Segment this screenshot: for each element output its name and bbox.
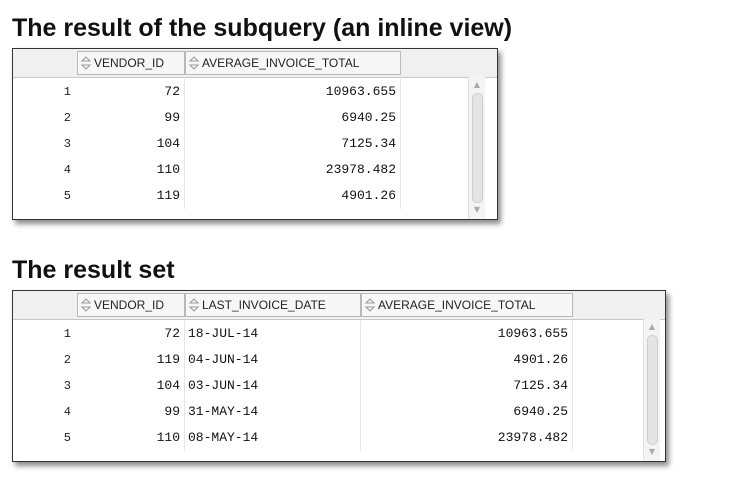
cell-last-invoice-date[interactable]: 04-JUN-14 [185,347,361,373]
column-header-label: AVERAGE_INVOICE_TOTAL [378,298,535,312]
cell-vendor-id[interactable]: 119 [77,183,185,209]
table-row[interactable]: 3 104 7125.34 [13,131,497,157]
row-number: 4 [13,157,77,183]
table-row[interactable]: 5 110 08-MAY-14 23978.482 [13,425,665,451]
cell-vendor-id[interactable]: 119 [77,347,185,373]
scroll-up-icon[interactable]: ▲ [644,321,660,333]
cell-vendor-id[interactable]: 104 [77,373,185,399]
row-number: 5 [13,425,77,451]
sort-arrows-icon[interactable] [189,298,199,312]
column-header-last-invoice-date[interactable]: LAST_INVOICE_DATE [185,293,361,317]
subquery-result-grid[interactable]: VENDOR_ID AVERAGE_INVOICE_TOTAL 1 72 109… [12,48,498,220]
column-header-label: VENDOR_ID [94,56,164,70]
cell-vendor-id[interactable]: 99 [77,105,185,131]
table-row[interactable]: 1 72 18-JUL-14 10963.655 [13,321,665,347]
sort-arrows-icon[interactable] [189,56,199,70]
cell-vendor-id[interactable]: 110 [77,425,185,451]
column-header-label: AVERAGE_INVOICE_TOTAL [202,56,359,70]
row-number: 3 [13,373,77,399]
grid-header: VENDOR_ID LAST_INVOICE_DATE AVERAGE_INVO… [13,291,665,320]
cell-average-invoice-total[interactable]: 6940.25 [185,105,401,131]
row-number: 2 [13,105,77,131]
vertical-scrollbar[interactable]: ▲ ▼ [643,319,660,461]
cell-average-invoice-total[interactable]: 4901.26 [185,183,401,209]
cell-average-invoice-total[interactable]: 23978.482 [361,425,573,451]
table-row[interactable]: 5 119 4901.26 [13,183,497,209]
scroll-thumb[interactable] [472,93,483,203]
result-set-grid[interactable]: VENDOR_ID LAST_INVOICE_DATE AVERAGE_INVO… [12,290,666,462]
column-header-vendor-id[interactable]: VENDOR_ID [77,51,185,75]
scroll-down-icon[interactable]: ▼ [469,204,485,216]
cell-last-invoice-date[interactable]: 18-JUL-14 [185,321,361,347]
cell-vendor-id[interactable]: 110 [77,157,185,183]
table-row[interactable]: 2 119 04-JUN-14 4901.26 [13,347,665,373]
table-row[interactable]: 2 99 6940.25 [13,105,497,131]
table-row[interactable]: 4 99 31-MAY-14 6940.25 [13,399,665,425]
row-number: 1 [13,321,77,347]
result-set-title: The result set [12,256,175,284]
cell-vendor-id[interactable]: 104 [77,131,185,157]
column-header-average-invoice-total[interactable]: AVERAGE_INVOICE_TOTAL [185,51,401,75]
table-row[interactable]: 3 104 03-JUN-14 7125.34 [13,373,665,399]
cell-average-invoice-total[interactable]: 10963.655 [185,79,401,105]
grid-header: VENDOR_ID AVERAGE_INVOICE_TOTAL [13,49,497,78]
scroll-up-icon[interactable]: ▲ [469,79,485,91]
row-number: 2 [13,347,77,373]
sort-arrows-icon[interactable] [81,298,91,312]
cell-last-invoice-date[interactable]: 03-JUN-14 [185,373,361,399]
scroll-down-icon[interactable]: ▼ [644,446,660,458]
cell-average-invoice-total[interactable]: 7125.34 [361,373,573,399]
table-row[interactable]: 1 72 10963.655 [13,79,497,105]
sort-arrows-icon[interactable] [81,56,91,70]
cell-average-invoice-total[interactable]: 7125.34 [185,131,401,157]
cell-average-invoice-total[interactable]: 6940.25 [361,399,573,425]
row-number: 1 [13,79,77,105]
column-header-vendor-id[interactable]: VENDOR_ID [77,293,185,317]
table-row[interactable]: 4 110 23978.482 [13,157,497,183]
column-header-label: LAST_INVOICE_DATE [202,298,326,312]
vertical-scrollbar[interactable]: ▲ ▼ [468,77,485,219]
cell-vendor-id[interactable]: 72 [77,321,185,347]
cell-average-invoice-total[interactable]: 4901.26 [361,347,573,373]
row-number: 3 [13,131,77,157]
cell-vendor-id[interactable]: 72 [77,79,185,105]
sort-arrows-icon[interactable] [365,298,375,312]
cell-average-invoice-total[interactable]: 10963.655 [361,321,573,347]
subquery-title: The result of the subquery (an inline vi… [12,14,512,42]
column-header-label: VENDOR_ID [94,298,164,312]
row-number: 4 [13,399,77,425]
cell-average-invoice-total[interactable]: 23978.482 [185,157,401,183]
column-header-average-invoice-total[interactable]: AVERAGE_INVOICE_TOTAL [361,293,573,317]
cell-last-invoice-date[interactable]: 08-MAY-14 [185,425,361,451]
cell-vendor-id[interactable]: 99 [77,399,185,425]
scroll-thumb[interactable] [647,335,658,445]
cell-last-invoice-date[interactable]: 31-MAY-14 [185,399,361,425]
row-number: 5 [13,183,77,209]
